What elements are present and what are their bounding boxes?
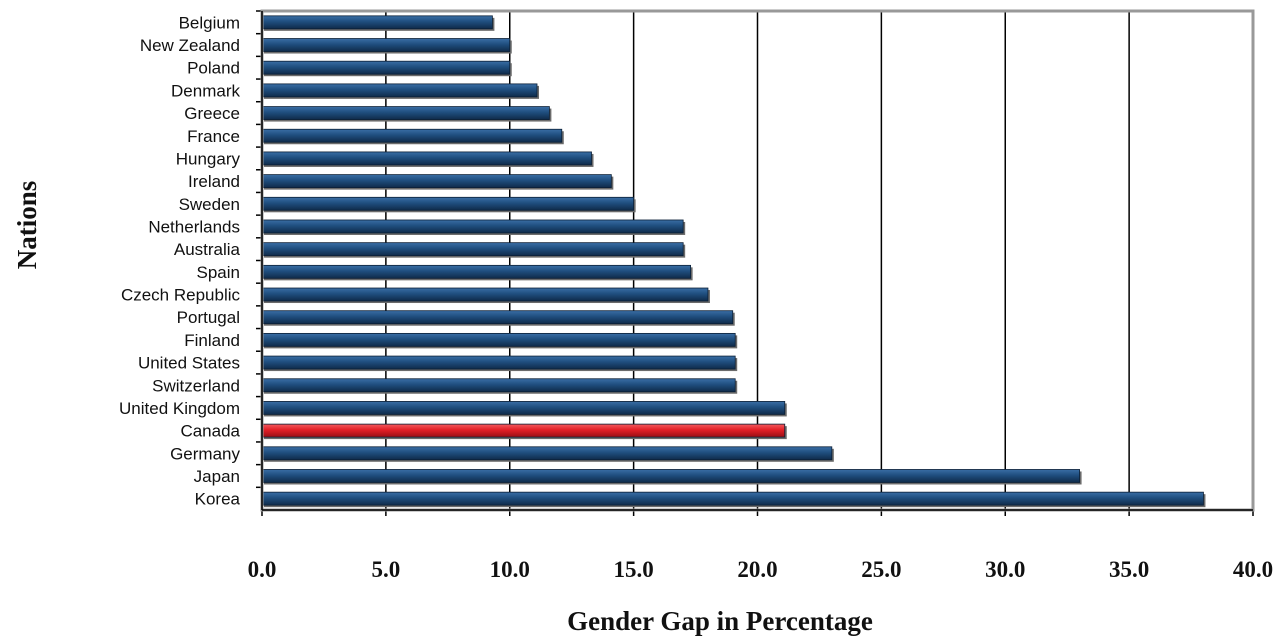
bars <box>261 15 1206 508</box>
bar <box>261 128 563 143</box>
bar <box>261 219 684 234</box>
category-label: Czech Republic <box>121 286 241 305</box>
x-tick-label: 10.0 <box>490 557 530 582</box>
bar <box>261 38 511 52</box>
bar <box>261 174 612 189</box>
bar <box>261 332 736 347</box>
category-label: Netherlands <box>148 217 240 236</box>
category-label: Finland <box>184 331 240 350</box>
bar <box>261 196 635 211</box>
bar <box>261 469 1080 483</box>
category-label: Greece <box>184 104 240 123</box>
category-label: New Zealand <box>140 36 240 55</box>
x-tick-label: 15.0 <box>614 557 654 582</box>
bar <box>261 378 736 393</box>
category-label: Denmark <box>171 81 240 100</box>
category-label: Korea <box>195 490 241 509</box>
category-label: Spain <box>197 263 240 282</box>
x-tick-label: 25.0 <box>861 557 901 582</box>
category-label: United States <box>138 354 240 373</box>
bar <box>261 242 684 257</box>
category-label: Poland <box>187 59 240 78</box>
bar <box>261 446 833 461</box>
category-label: Portugal <box>177 308 240 327</box>
x-tick-label: 5.0 <box>372 557 401 582</box>
bar <box>261 151 592 166</box>
bar <box>261 491 1204 506</box>
category-label: Sweden <box>179 195 240 214</box>
category-label: France <box>187 127 240 146</box>
category-labels: Belgium New Zealand Poland Denmark Greece Fra… <box>119 13 241 508</box>
x-tick-label: 35.0 <box>1109 557 1149 582</box>
x-tick-label: 40.0 <box>1233 557 1273 582</box>
x-axis-title: Gender Gap in Percentage <box>567 606 873 636</box>
category-label: Canada <box>180 422 240 441</box>
bar <box>261 106 550 120</box>
bar <box>261 355 736 370</box>
bar <box>261 83 538 98</box>
y-axis-title: Nations <box>12 181 42 270</box>
bar <box>261 15 493 30</box>
bar <box>261 60 511 75</box>
category-label: Australia <box>174 240 241 259</box>
bar-highlight <box>261 423 786 438</box>
x-tick-label: 20.0 <box>737 557 777 582</box>
category-label: Switzerland <box>152 376 240 395</box>
category-label: Japan <box>194 467 240 486</box>
category-label: United Kingdom <box>119 399 240 418</box>
category-label: Ireland <box>188 172 240 191</box>
category-label: Hungary <box>176 149 241 168</box>
category-label: Germany <box>170 444 240 463</box>
x-tick-label: 30.0 <box>985 557 1025 582</box>
bar <box>261 310 734 325</box>
bar <box>261 264 692 279</box>
bar <box>261 401 786 415</box>
category-label: Belgium <box>179 13 240 32</box>
x-tick-labels: 0.0 5.0 10.0 15.0 20.0 25.0 30.0 35.0 40.0 <box>248 557 1274 582</box>
plot-frame <box>256 9 1255 516</box>
x-tick-label: 0.0 <box>248 557 277 582</box>
bar <box>261 287 709 302</box>
